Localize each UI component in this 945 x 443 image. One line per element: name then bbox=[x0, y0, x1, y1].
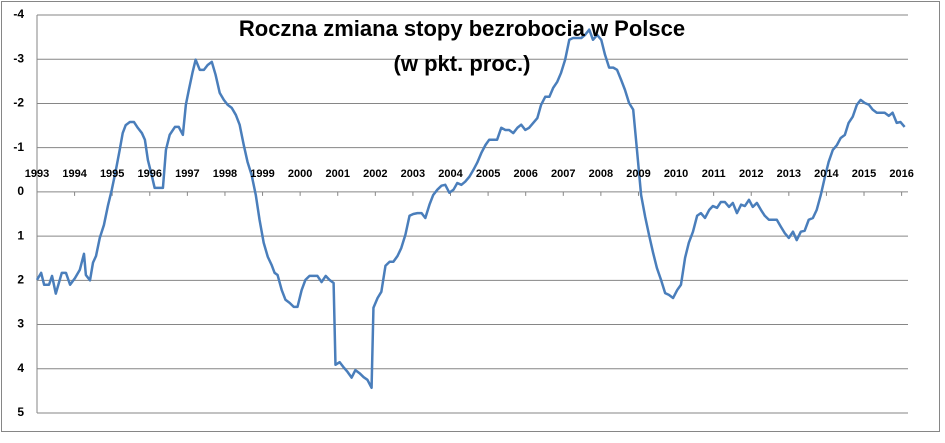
x-tick-label: 1993 bbox=[25, 168, 49, 180]
x-tick-label: 1996 bbox=[138, 168, 162, 180]
chart-subtitle: (w pkt. proc.) bbox=[394, 51, 531, 76]
chart-border bbox=[1, 1, 940, 432]
x-tick-label: 2001 bbox=[325, 168, 349, 180]
y-tick-label: 0 bbox=[17, 184, 24, 198]
x-tick-label: 2013 bbox=[777, 168, 801, 180]
y-tick-label: -3 bbox=[13, 51, 24, 65]
x-tick-label: 2000 bbox=[288, 168, 312, 180]
x-tick-label: 2006 bbox=[513, 168, 537, 180]
x-tick-label: 2012 bbox=[739, 168, 763, 180]
x-tick-label: 1994 bbox=[62, 168, 87, 180]
data-line bbox=[35, 28, 906, 390]
x-tick-label: 2005 bbox=[476, 168, 500, 180]
chart-title: Roczna zmiana stopy bezrobocia w Polsce bbox=[239, 16, 685, 41]
y-tick-label: -4 bbox=[13, 7, 24, 21]
y-tick-label: 2 bbox=[17, 273, 24, 287]
x-tick-label: 2003 bbox=[401, 168, 425, 180]
x-tick-label: 2010 bbox=[664, 168, 688, 180]
x-tick-label: 1997 bbox=[175, 168, 199, 180]
y-tick-label: 5 bbox=[17, 405, 24, 419]
x-tick-label: 2007 bbox=[551, 168, 575, 180]
y-tick-label: 3 bbox=[17, 317, 24, 331]
x-tick-label: 2014 bbox=[814, 168, 839, 180]
marks bbox=[35, 28, 906, 390]
y-tick-label: 1 bbox=[17, 228, 24, 242]
x-tick-label: 2008 bbox=[589, 168, 613, 180]
x-tick-label: 2009 bbox=[626, 168, 650, 180]
x-tick-label: 2015 bbox=[852, 168, 876, 180]
y-tick-label: 4 bbox=[17, 361, 24, 375]
x-tick-label: 2016 bbox=[889, 168, 913, 180]
x-tick-label: 2004 bbox=[438, 168, 463, 180]
grid bbox=[36, 14, 908, 414]
x-tick-label: 1998 bbox=[213, 168, 237, 180]
x-tick-label: 2011 bbox=[702, 168, 726, 180]
x-tick-label: 1995 bbox=[100, 168, 124, 180]
x-tick-label: 2002 bbox=[363, 168, 387, 180]
y-tick-label: -2 bbox=[13, 96, 24, 110]
y-tick-label: -1 bbox=[13, 140, 24, 154]
x-tick-label: 1999 bbox=[250, 168, 274, 180]
